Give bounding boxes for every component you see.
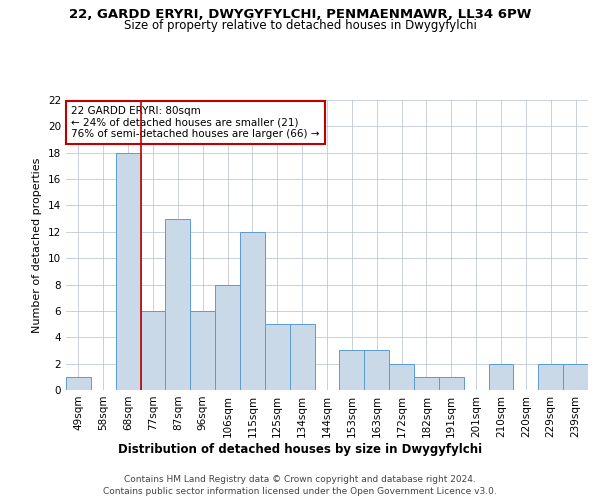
Text: 22, GARDD ERYRI, DWYGYFYLCHI, PENMAENMAWR, LL34 6PW: 22, GARDD ERYRI, DWYGYFYLCHI, PENMAENMAW… — [69, 8, 531, 20]
Bar — [340, 350, 364, 390]
Bar — [414, 377, 439, 390]
Text: 22 GARDD ERYRI: 80sqm
← 24% of detached houses are smaller (21)
76% of semi-deta: 22 GARDD ERYRI: 80sqm ← 24% of detached … — [71, 106, 320, 139]
Bar — [488, 364, 514, 390]
Bar — [215, 284, 240, 390]
Text: Size of property relative to detached houses in Dwygyfylchi: Size of property relative to detached ho… — [124, 19, 476, 32]
Text: Contains public sector information licensed under the Open Government Licence v3: Contains public sector information licen… — [103, 487, 497, 496]
Bar — [116, 152, 140, 390]
Bar — [290, 324, 314, 390]
Text: Contains HM Land Registry data © Crown copyright and database right 2024.: Contains HM Land Registry data © Crown c… — [124, 475, 476, 484]
Bar — [140, 311, 166, 390]
Bar — [265, 324, 290, 390]
Bar — [364, 350, 389, 390]
Bar — [389, 364, 414, 390]
Text: Distribution of detached houses by size in Dwygyfylchi: Distribution of detached houses by size … — [118, 442, 482, 456]
Bar — [66, 377, 91, 390]
Bar — [166, 218, 190, 390]
Bar — [240, 232, 265, 390]
Bar — [190, 311, 215, 390]
Bar — [538, 364, 563, 390]
Bar — [563, 364, 588, 390]
Bar — [439, 377, 464, 390]
Y-axis label: Number of detached properties: Number of detached properties — [32, 158, 43, 332]
